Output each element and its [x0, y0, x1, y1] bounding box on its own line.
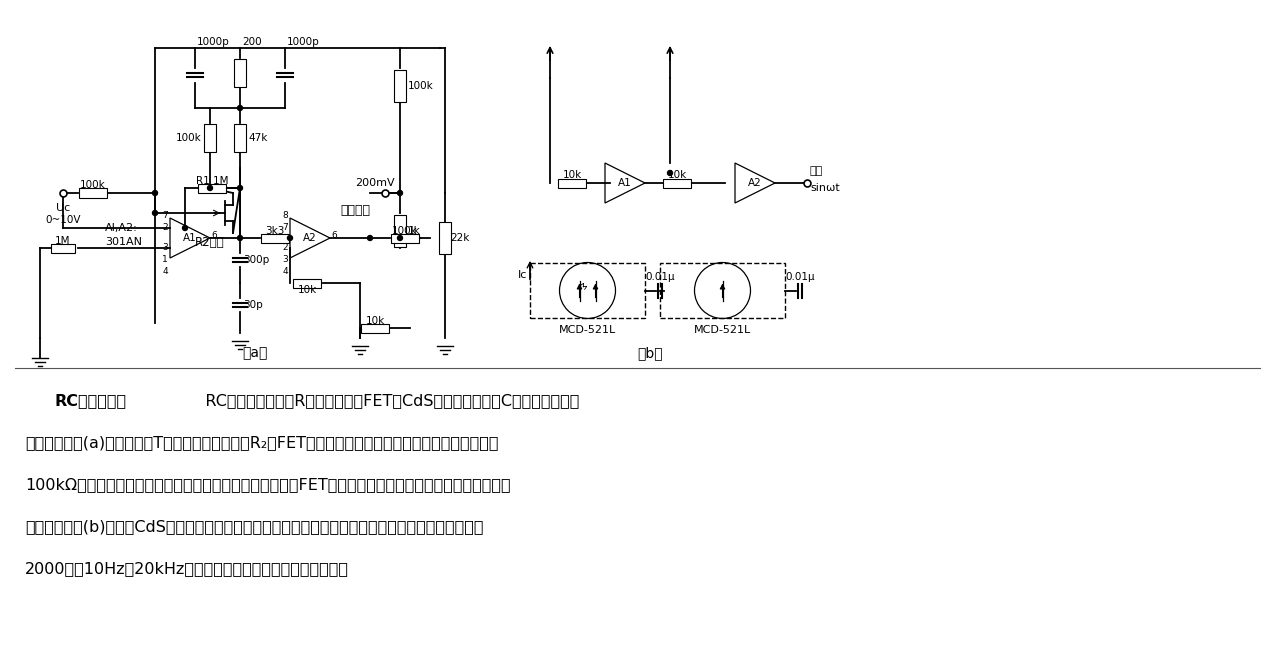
Text: 0.01μ: 0.01μ [646, 272, 675, 282]
Text: 10k: 10k [563, 170, 582, 180]
Text: 1M: 1M [55, 236, 70, 246]
Text: 3k3: 3k3 [265, 226, 285, 236]
Text: 0~10V: 0~10V [45, 215, 80, 225]
Text: 10k: 10k [297, 285, 316, 295]
Text: 2: 2 [282, 243, 288, 253]
Text: 22k: 22k [450, 233, 470, 243]
Circle shape [667, 170, 672, 176]
Circle shape [153, 191, 157, 195]
Bar [79, 188, 107, 198]
Text: 3: 3 [162, 243, 168, 253]
Text: 4: 4 [282, 266, 288, 276]
Circle shape [398, 191, 402, 195]
Text: A1: A1 [618, 178, 632, 188]
Bar [234, 59, 246, 87]
Text: 1000p: 1000p [287, 37, 320, 47]
Bar [198, 184, 226, 193]
Circle shape [398, 236, 402, 241]
Bar [558, 178, 586, 188]
Text: AI,A2:: AI,A2: [105, 223, 138, 233]
Text: 200mV: 200mV [355, 178, 394, 188]
Text: 1000p: 1000p [197, 37, 230, 47]
Circle shape [287, 236, 292, 241]
Bar [660, 263, 785, 318]
Text: A2: A2 [748, 178, 762, 188]
Bar [361, 324, 389, 332]
Text: （a）: （a） [242, 346, 268, 360]
Text: RC压控振荡器改变R的方式常采用FET或CdS光隔离器，改变C的方式多使用容: RC压控振荡器改变R的方式常采用FET或CdS光隔离器，改变C的方式多使用容 [190, 393, 579, 408]
Text: 输出: 输出 [810, 166, 823, 176]
Text: R1 1M: R1 1M [195, 176, 228, 186]
Bar [439, 222, 450, 254]
Text: 100k: 100k [408, 81, 434, 91]
Text: 300p: 300p [242, 255, 269, 265]
Text: 4: 4 [162, 266, 168, 276]
Bar [394, 70, 406, 102]
Text: 3: 3 [282, 255, 288, 265]
Bar [394, 215, 406, 247]
Text: 100kΩ电阻构成负反馈以减小压控沟道电阻的非线性。如果FET用电阻倍增（乘算）器，则线性会好得多，: 100kΩ电阻构成负反馈以减小压控沟道电阻的非线性。如果FET用电阻倍增（乘算）… [26, 477, 510, 492]
Text: 200: 200 [242, 37, 262, 47]
Text: （b）: （b） [637, 346, 662, 360]
Text: 30p: 30p [242, 300, 263, 310]
Bar [262, 234, 288, 243]
Bar [204, 124, 216, 152]
Text: 47k: 47k [248, 133, 268, 143]
Text: sinωt: sinωt [810, 183, 840, 193]
Text: A2: A2 [304, 233, 316, 243]
Text: 1k: 1k [408, 226, 421, 236]
Text: 10k: 10k [667, 170, 686, 180]
Circle shape [208, 186, 213, 191]
Text: MCD-521L: MCD-521L [559, 325, 616, 335]
Circle shape [182, 226, 188, 230]
Text: 量倍增电路。(a)电路是将桥T型带通滤波网络中的R₂用FET取代作为变阻器而构成压控振荡器。栅极两个: 量倍增电路。(a)电路是将桥T型带通滤波网络中的R₂用FET取代作为变阻器而构成… [26, 435, 499, 450]
Bar [664, 178, 692, 188]
Bar [234, 124, 246, 152]
Circle shape [367, 236, 373, 241]
Text: 10k: 10k [365, 316, 384, 326]
Text: 8: 8 [282, 211, 288, 220]
Text: MCD-521L: MCD-521L [694, 325, 752, 335]
Text: R2部分: R2部分 [195, 236, 225, 249]
Bar [293, 278, 322, 288]
Text: 2000倍（10Hz～20kHz）以上，可组成音频扫频信号发生器。: 2000倍（10Hz～20kHz）以上，可组成音频扫频信号发生器。 [26, 561, 350, 576]
Text: 但电路复杂。(b)电路为CdS光隔离器构成的压控振荡器，控制电流由控制电压产生，频率控制范围可达: 但电路复杂。(b)电路为CdS光隔离器构成的压控振荡器，控制电流由控制电压产生，… [26, 519, 484, 534]
Text: 100k: 100k [80, 180, 106, 190]
Circle shape [237, 236, 242, 241]
Text: 100k: 100k [176, 133, 202, 143]
Text: 6: 6 [332, 232, 337, 241]
Text: 6: 6 [211, 232, 217, 241]
Text: 1: 1 [162, 255, 168, 265]
Bar [51, 243, 75, 253]
Text: 2: 2 [162, 224, 168, 232]
Text: 正弦输出: 正弦输出 [339, 205, 370, 218]
Text: Ic: Ic [518, 270, 527, 280]
Text: A1: A1 [184, 233, 197, 243]
Circle shape [153, 211, 157, 216]
Text: Uc: Uc [56, 203, 70, 213]
Circle shape [237, 186, 242, 191]
Text: RC压控振荡器: RC压控振荡器 [55, 393, 128, 408]
Text: 7: 7 [162, 211, 168, 220]
Text: 301AN: 301AN [105, 237, 142, 247]
Bar [530, 263, 644, 318]
Text: 7: 7 [282, 224, 288, 232]
Text: 100k: 100k [392, 226, 417, 236]
Text: 0.01μ: 0.01μ [785, 272, 815, 282]
Circle shape [237, 105, 242, 111]
Bar [390, 234, 419, 243]
